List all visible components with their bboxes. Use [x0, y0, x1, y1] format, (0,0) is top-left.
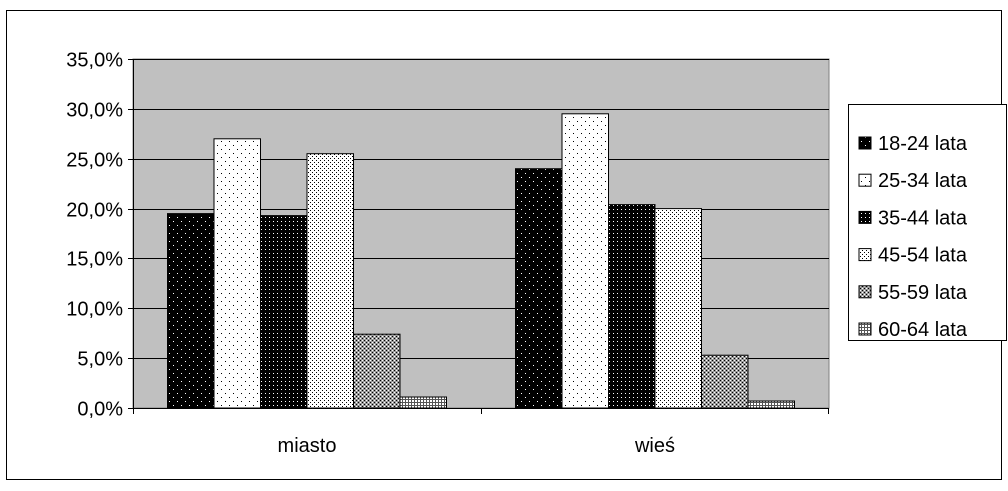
bar-miasto-60-64-lata — [399, 396, 447, 409]
legend-label: 55-59 lata — [878, 282, 968, 304]
bar-wieś-55-59-lata — [701, 354, 749, 409]
legend-label: 45-54 lata — [878, 245, 968, 267]
bar-miasto-35-44-lata — [260, 215, 308, 409]
bar-wieś-45-54-lata — [654, 208, 702, 409]
y-tick-label: 20,0% — [66, 200, 123, 222]
legend: 18-24 lata 25-34 lata 35-44 lata 45-54 lata… — [848, 104, 1007, 341]
legend-label: 60-64 lata — [878, 319, 968, 341]
legend-label: 25-34 lata — [878, 170, 968, 192]
bar-wieś-18-24-lata — [515, 168, 563, 409]
bar-wieś-35-44-lata — [608, 204, 656, 409]
legend-swatch — [858, 136, 872, 150]
y-tick-label: 30,0% — [66, 100, 123, 122]
y-tick-labels: 0,0% 5,0% 10,0% 15,0% 20,0% 25,0% 30,0% 35,0% — [66, 50, 133, 421]
bar-miasto-25-34-lata — [213, 138, 261, 409]
legend-swatch — [858, 248, 872, 262]
legend-label: 35-44 lata — [878, 207, 968, 229]
y-tick-label: 35,0% — [66, 50, 123, 72]
x-tick-labels: miasto wieś — [278, 435, 675, 457]
x-tick-label: miasto — [278, 435, 337, 457]
bar-miasto-18-24-lata — [167, 213, 215, 409]
bar-wieś-60-64-lata — [747, 400, 795, 409]
bar-miasto-45-54-lata — [306, 153, 354, 409]
x-tick-label: wieś — [634, 435, 675, 457]
legend-label: 18-24 lata — [878, 133, 968, 155]
bars — [167, 113, 795, 409]
y-tick-label: 25,0% — [66, 150, 123, 172]
legend-swatch — [858, 322, 872, 336]
y-tick-label: 10,0% — [66, 299, 123, 321]
y-tick-label: 5,0% — [77, 349, 123, 371]
legend-box — [848, 104, 1007, 341]
y-tick-label: 15,0% — [66, 249, 123, 271]
axes — [133, 59, 829, 414]
legend-swatch — [858, 210, 872, 224]
y-tick-label: 0,0% — [77, 399, 123, 421]
legend-swatch — [858, 173, 872, 187]
bar-wieś-25-34-lata — [561, 113, 609, 409]
legend-swatch — [858, 285, 872, 299]
bar-miasto-55-59-lata — [353, 333, 401, 409]
